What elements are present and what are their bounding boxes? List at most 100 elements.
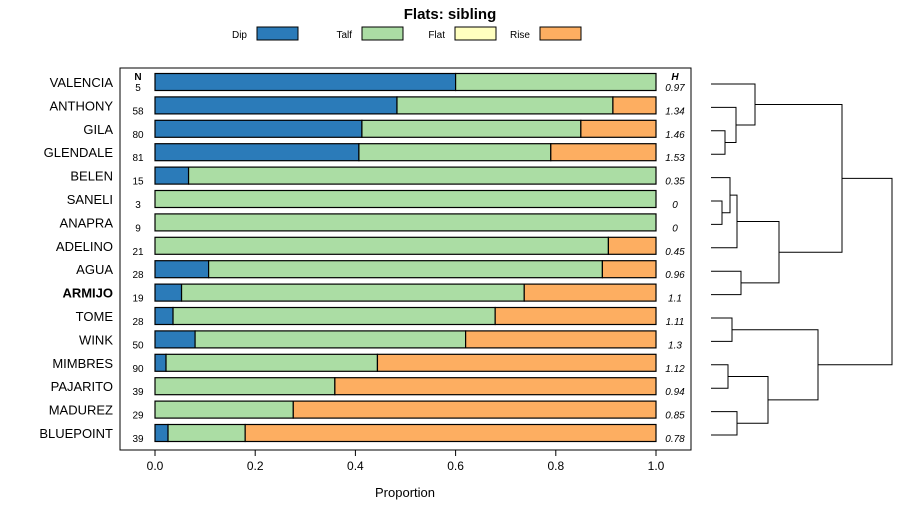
category-label-wink: WINK	[79, 332, 113, 347]
legend-label-talf: Talf	[336, 30, 352, 41]
dendrogram-branch	[711, 83, 756, 126]
h-header: H	[671, 72, 679, 83]
n-value-anthony: 58	[132, 106, 144, 117]
category-label-adelino: ADELINO	[56, 239, 113, 254]
h-value-valencia: 0.97	[665, 83, 685, 94]
h-value-anthony: 1.34	[665, 106, 685, 117]
bar-segment-wink-dip	[154, 330, 196, 349]
n-value-pajarito: 39	[132, 387, 144, 398]
category-label-anapra: ANAPRA	[60, 215, 114, 230]
legend-swatch-flat	[454, 26, 497, 41]
category-labels: VALENCIA ANTHONY GILA GLENDALE BELEN SANELI AN…	[39, 75, 113, 441]
bar-segment-armijo-talf	[180, 283, 525, 302]
category-label-pajarito: PAJARITO	[51, 379, 113, 394]
bar-segment-valencia-dip	[154, 72, 457, 92]
x-tick-label-0-4: 0.4	[347, 459, 364, 473]
dendrogram-branch	[711, 200, 723, 225]
chart-title: Flats: sibling	[404, 6, 497, 23]
bar-segment-gila-rise	[580, 119, 657, 138]
legend: Dip Talf Flat Rise	[232, 26, 582, 41]
category-label-belen: BELEN	[70, 169, 113, 184]
category-label-armijo: ARMIJO	[62, 286, 113, 301]
legend-label-flat: Flat	[428, 30, 445, 41]
n-value-mimbres: 90	[132, 364, 144, 375]
dendrogram-branch	[711, 177, 731, 214]
x-tick-label-0-6: 0.6	[447, 459, 464, 473]
bar-segment-pajarito-rise	[334, 377, 657, 396]
bar-segment-agua-talf	[208, 260, 603, 279]
n-value-glendale: 81	[132, 153, 144, 164]
n-value-tome: 28	[132, 317, 144, 328]
category-label-agua: AGUA	[76, 262, 113, 277]
category-label-tome: TOME	[76, 309, 114, 324]
h-value-gila: 1.46	[665, 130, 685, 141]
bar-segment-agua-rise	[601, 260, 657, 279]
h-values: 0.97 1.34 1.46 1.53 0.35 0 0 0.45 0.96 1.1 1.11 1.3…	[665, 83, 685, 445]
bar-segment-anthony-dip	[154, 96, 398, 115]
category-label-glendale: GLENDALE	[44, 145, 114, 160]
bar-segment-adelino-talf	[154, 236, 610, 255]
legend-swatch-talf	[361, 26, 404, 41]
bar-segment-gila-dip	[154, 119, 363, 138]
bar-segment-bluepoint-talf	[167, 423, 246, 443]
bar-segment-anthony-talf	[396, 96, 614, 115]
legend-label-dip: Dip	[232, 30, 247, 41]
plot-frame	[119, 67, 692, 451]
dendrogram-branch	[711, 130, 726, 155]
bar-segment-gila-talf	[361, 119, 582, 138]
n-value-valencia: 5	[135, 83, 141, 94]
dendrogram-branch	[711, 317, 733, 342]
bar-segment-armijo-rise	[523, 283, 657, 302]
h-value-bluepoint: 0.78	[665, 434, 685, 445]
n-value-wink: 50	[132, 340, 144, 351]
legend-swatch-dip	[256, 26, 299, 41]
bar-segment-wink-talf	[194, 330, 467, 349]
x-tick-label-0-2: 0.2	[247, 459, 264, 473]
category-label-gila: GILA	[83, 122, 113, 137]
category-label-mimbres: MIMBRES	[52, 356, 113, 371]
n-value-adelino: 21	[132, 247, 144, 258]
bar-segment-belen-talf	[187, 166, 657, 185]
h-value-adelino: 0.45	[665, 247, 685, 258]
dendrogram	[711, 83, 893, 436]
h-value-anapra: 0	[672, 223, 678, 234]
n-value-gila: 80	[132, 130, 144, 141]
n-value-madurez: 29	[132, 411, 144, 422]
dendrogram-branch	[711, 270, 742, 296]
bar-segment-madurez-talf	[154, 400, 294, 419]
bar-segment-tome-talf	[172, 306, 496, 326]
dendrogram-branch	[711, 194, 738, 249]
bar-segment-glendale-talf	[358, 143, 552, 162]
dendrogram-branch	[711, 411, 738, 436]
bar-segment-mimbres-rise	[376, 353, 657, 372]
bars-group	[154, 72, 657, 443]
dendrogram-branch	[737, 220, 780, 284]
bar-segment-mimbres-dip	[154, 353, 167, 372]
n-value-anapra: 9	[135, 223, 141, 234]
category-label-anthony: ANTHONY	[49, 98, 113, 113]
bar-segment-armijo-dip	[154, 283, 183, 302]
dendrogram-branch	[732, 329, 819, 401]
x-tick-label-1-0: 1.0	[648, 459, 665, 473]
h-value-mimbres: 1.12	[665, 364, 685, 375]
n-value-belen: 15	[132, 177, 144, 188]
h-value-wink: 1.3	[668, 340, 682, 351]
bar-segment-valencia-talf	[455, 72, 657, 92]
h-value-armijo: 1.1	[668, 294, 682, 305]
n-value-saneli: 3	[135, 200, 141, 211]
bar-segment-pajarito-talf	[154, 377, 336, 396]
dendrogram-branch	[711, 364, 729, 389]
n-value-agua: 28	[132, 270, 144, 281]
bar-segment-tome-rise	[494, 306, 657, 326]
x-tick-label-0-8: 0.8	[547, 459, 564, 473]
bar-segment-anapra-talf	[154, 213, 657, 232]
bar-segment-saneli-talf	[154, 189, 657, 209]
bar-segment-wink-rise	[465, 330, 657, 349]
category-label-bluepoint: BLUEPOINT	[39, 426, 113, 441]
bar-segment-madurez-rise	[292, 400, 657, 419]
category-label-madurez: MADUREZ	[49, 403, 113, 418]
bar-segment-agua-dip	[154, 260, 210, 279]
legend-label-rise: Rise	[510, 30, 530, 41]
